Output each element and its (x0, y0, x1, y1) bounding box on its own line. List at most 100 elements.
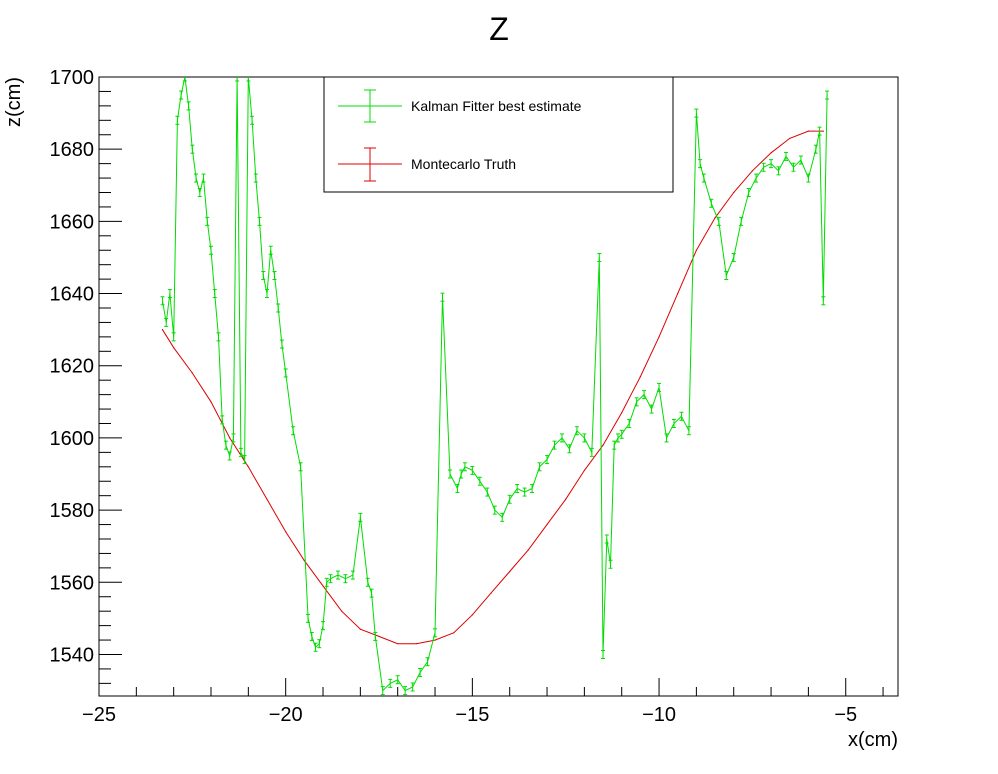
data-point (291, 426, 296, 436)
data-point (395, 675, 400, 685)
data-point (201, 173, 206, 183)
data-point (410, 682, 415, 692)
data-point (806, 173, 811, 183)
data-point (298, 462, 303, 472)
data-point (574, 426, 579, 436)
data-point (537, 462, 542, 472)
data-point (649, 404, 654, 414)
data-point (813, 144, 818, 154)
data-point (173, 347, 175, 349)
legend-label-kalman: Kalman Fitter best estimate (411, 98, 582, 114)
data-point (789, 137, 791, 139)
data-point (227, 451, 232, 461)
data-point (266, 498, 268, 500)
data-point (477, 476, 482, 486)
data-point (306, 613, 311, 623)
data-point (709, 198, 714, 208)
y-tick-label: 1660 (50, 211, 95, 233)
data-point (761, 162, 766, 172)
data-point (328, 574, 333, 584)
y-tick-label: 1580 (50, 500, 95, 522)
data-point (471, 614, 473, 616)
data-point (365, 577, 370, 587)
data-point (209, 245, 214, 255)
data-point (358, 512, 363, 522)
data-point (397, 643, 399, 645)
data-point (257, 216, 262, 226)
data-point (462, 462, 467, 472)
data-point (492, 505, 497, 515)
data-point (583, 469, 585, 472)
data-point (210, 401, 212, 403)
data-point (739, 216, 744, 226)
data-point (272, 271, 277, 281)
data-point (164, 317, 169, 327)
data-point (171, 332, 176, 342)
x-tick-label: −5 (834, 704, 857, 726)
data-point (770, 152, 772, 154)
data-point (791, 162, 796, 172)
data-point (627, 418, 632, 428)
data-point (602, 444, 604, 446)
data-point (522, 487, 527, 497)
data-point (754, 173, 759, 183)
data-point (403, 686, 408, 696)
data-point (313, 642, 318, 652)
data-point (322, 585, 324, 587)
data-point (378, 635, 380, 638)
data-point (776, 166, 781, 176)
data-point (247, 466, 249, 468)
data-point (552, 440, 557, 450)
data-point (161, 329, 164, 331)
data-point (604, 534, 609, 544)
data-point (657, 382, 662, 392)
data-point (658, 336, 660, 338)
data-point (470, 465, 475, 475)
data-point (597, 252, 602, 262)
data-point (679, 411, 684, 421)
data-point (671, 418, 676, 428)
data-point (615, 433, 620, 443)
data-point (373, 631, 378, 641)
data-point (639, 375, 641, 378)
series-line (162, 130, 824, 645)
data-point (433, 628, 438, 638)
data-point (190, 144, 195, 154)
data-point (686, 426, 691, 436)
data-point (238, 447, 243, 457)
y-axis: 1540 1560 1580 1600 1620 1640 1660 1680 1700 (50, 67, 122, 684)
x-tick-label: −10 (642, 704, 676, 726)
data-point (530, 483, 535, 493)
data-point (324, 577, 329, 587)
data-point (175, 115, 180, 125)
data-point (369, 588, 374, 598)
data-point (807, 130, 809, 132)
legend-label-montecarlo: Montecarlo Truth (411, 156, 516, 172)
data-point (664, 433, 669, 443)
data-point (179, 90, 184, 100)
data-point (440, 292, 445, 302)
x-tick-label: −15 (455, 704, 489, 726)
data-point (642, 390, 647, 400)
data-point (733, 191, 735, 194)
data-point (265, 289, 270, 299)
data-point (485, 487, 490, 497)
y-tick-label: 1620 (50, 356, 95, 378)
y-axis-title: z(cm) (3, 77, 25, 127)
data-point (634, 397, 639, 407)
legend-swatch-montecarlo (338, 147, 402, 182)
data-point (677, 292, 679, 295)
data-point (731, 252, 736, 262)
legend: Kalman Fitter best estimate Montecarlo T… (323, 76, 674, 193)
data-point (694, 108, 699, 118)
x-axis-title: x(cm) (848, 729, 898, 751)
data-point (515, 483, 520, 493)
data-point (621, 412, 623, 414)
data-point (608, 559, 613, 569)
data-point (341, 610, 343, 612)
data-point (194, 173, 199, 183)
series-montecarlo (161, 130, 824, 645)
data-point (509, 570, 511, 573)
data-point (589, 447, 594, 457)
legend-box (323, 76, 674, 193)
